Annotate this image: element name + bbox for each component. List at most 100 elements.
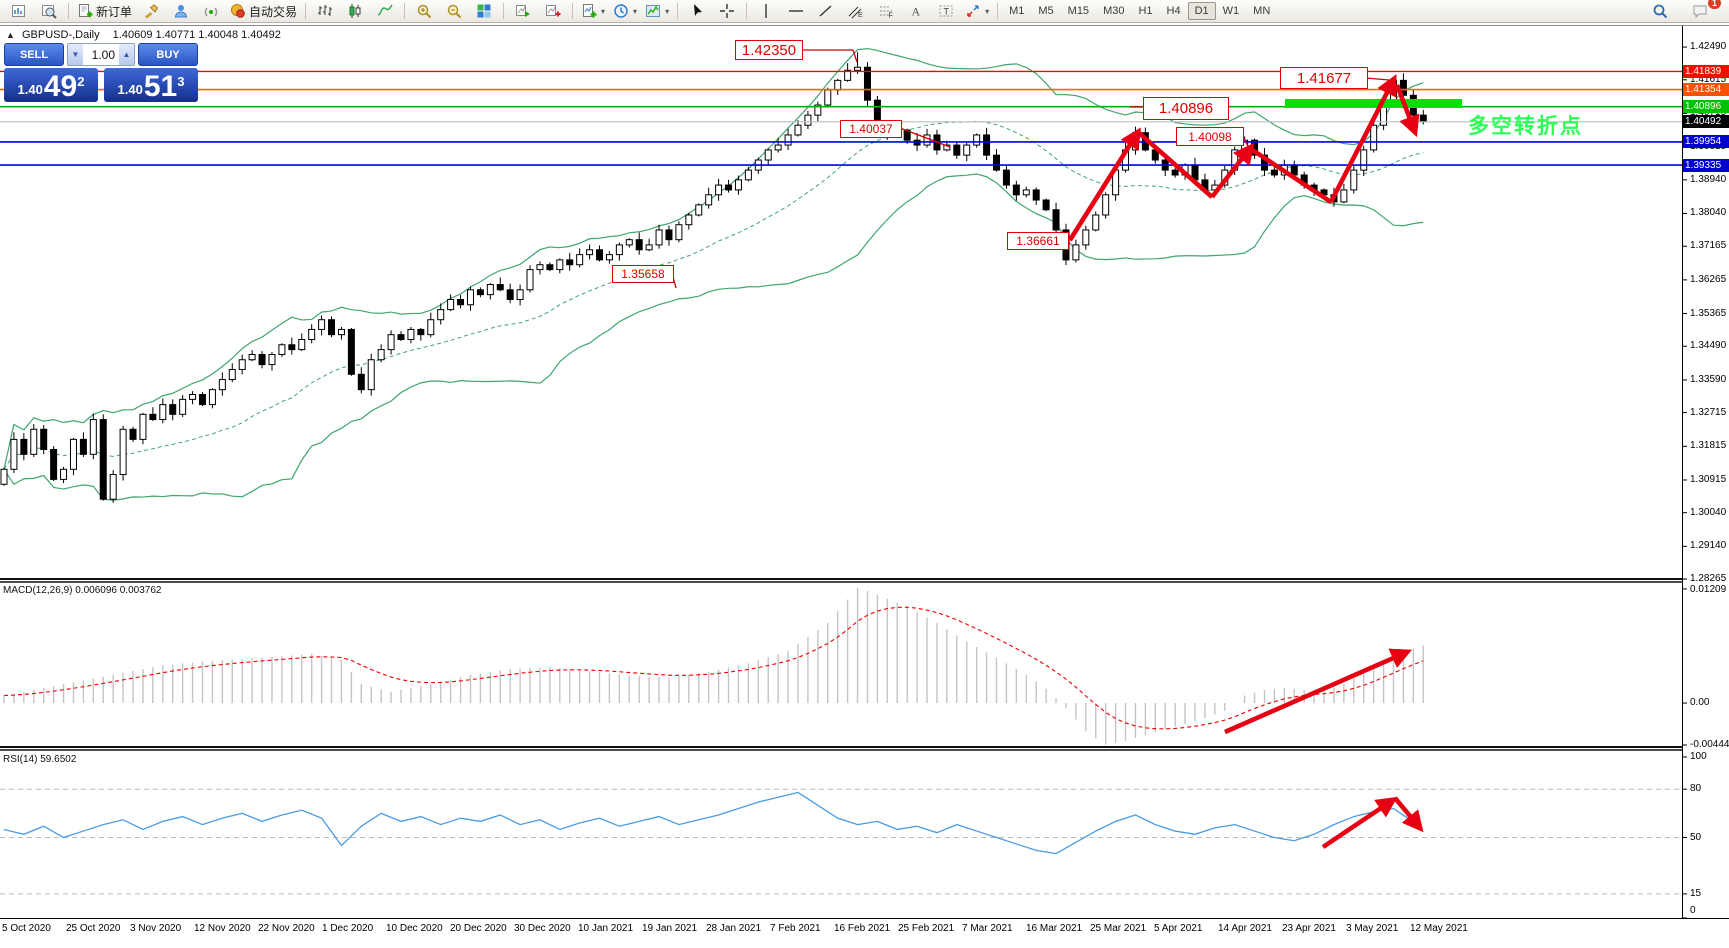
templates-button[interactable]: ▾ [641,0,673,22]
timeframe-h4[interactable]: H4 [1166,5,1181,17]
buy-button[interactable]: BUY [138,43,198,66]
trendline-tool-button[interactable] [811,0,841,22]
zoom-in-icon [416,3,432,19]
rsi-pane[interactable] [0,754,1682,918]
horizontal-line-tool-button[interactable] [781,0,811,22]
macd-tick-label: -0.004446 [1690,739,1729,751]
price-callout-1.36661[interactable]: 1.36661 [1007,232,1069,250]
date-tick-label: 10 Jan 2021 [578,923,634,934]
tile-windows-button[interactable] [469,0,499,22]
toolbar-separator [572,3,574,19]
new-order-button[interactable]: 新订单 [73,0,136,22]
panel-splitter-macd[interactable] [0,578,1682,585]
chevron-down-icon[interactable]: ▾ [665,6,670,16]
date-tick-label: 12 Nov 2020 [194,923,251,934]
price-tick-label: 1.37165 [1690,240,1727,252]
zoom-out-button[interactable] [439,0,469,22]
timeframe-m30[interactable]: M30 [1103,5,1125,17]
chart-shift-button[interactable] [538,0,568,22]
autotrading-button[interactable]: 自动交易 [226,0,301,22]
text-tool-button[interactable]: A [901,0,931,22]
rsi-tick-label: 15 [1690,887,1702,899]
date-tick-label: 14 Apr 2021 [1218,923,1272,934]
chart-window-button[interactable] [34,0,64,22]
equidistant-channel-tool-button[interactable]: E [841,0,871,22]
line-type-icon [377,3,393,19]
price-tick-label: 1.30915 [1690,473,1727,485]
chart-ohlc-label: 1.40609 1.40771 1.40048 1.40492 [112,29,281,41]
zoom-out-icon [446,3,462,19]
arrows-tool-button[interactable]: ▾ [961,0,993,22]
crosshair-tool-button[interactable] [712,0,742,22]
macd-tick-label: 0.00 [1690,697,1710,709]
navigator-button[interactable] [166,0,196,22]
chart-area[interactable] [0,26,1682,579]
volume-down-button[interactable]: ▼ [68,44,83,65]
panel-splitter-rsi[interactable] [0,747,1682,754]
hline-icon [788,3,804,19]
rsi-tick-label: 100 [1690,751,1707,762]
toolbar-separator [677,3,679,19]
market-watch-button[interactable] [136,0,166,22]
sell-price-tile[interactable]: 1.40 49 2 [4,68,98,102]
cursor-tool-button[interactable] [682,0,712,22]
chevron-down-icon[interactable]: ▾ [985,6,990,16]
toolbar-separator [746,3,748,19]
timeframe-m5[interactable]: M5 [1038,5,1054,17]
tile-icon [476,3,492,19]
price-callout-1.42350[interactable]: 1.42350 [735,40,803,60]
label-tool-button[interactable]: T [931,0,961,22]
navigator-icon [173,3,189,19]
timeframe-h1[interactable]: H1 [1138,5,1153,17]
turning-point-annotation[interactable]: 多空转折点 [1468,114,1583,138]
macd-pane[interactable] [0,585,1682,747]
date-tick-label: 25 Oct 2020 [66,923,121,934]
chat-icon [1692,3,1708,19]
periods-button[interactable]: ▾ [609,0,641,22]
bar-chart-button[interactable] [310,0,340,22]
timeframe-m15[interactable]: M15 [1067,5,1090,17]
timeframe-d1[interactable]: D1 [1187,2,1216,20]
price-tick-label: 1.28265 [1690,573,1727,585]
collapse-objects-icon[interactable]: ▲ [6,30,15,40]
price-callout-1.40037[interactable]: 1.40037 [840,120,902,138]
search-button[interactable] [1645,0,1675,22]
macd-tick-label: 0.01209 [1690,584,1727,595]
volume-up-button[interactable]: ▲ [119,44,134,65]
profile-charts-button[interactable] [4,0,34,22]
notifications-button[interactable]: 1 [1685,0,1721,22]
price-tick-label: 1.33590 [1690,373,1727,385]
sell-button[interactable]: SELL [4,43,64,66]
fibonacci-tool-button[interactable]: F [871,0,901,22]
price-callout-1.41677[interactable]: 1.41677 [1280,67,1368,89]
date-tick-label: 16 Feb 2021 [834,923,891,934]
template-icon [645,3,661,19]
notification-badge: 1 [1707,0,1721,9]
one-click-trading-panel: SELL ▼ ▲ BUY 1.40 49 2 1.40 51 3 [4,43,198,102]
vertical-line-tool-button[interactable] [751,0,781,22]
chevron-down-icon[interactable]: ▾ [601,6,606,16]
auto-scroll-button[interactable] [508,0,538,22]
timeframe-w1[interactable]: W1 [1222,5,1240,17]
indicators-button[interactable]: ▾ [577,0,609,22]
volume-input[interactable] [83,44,119,65]
rsi-tick-label: 50 [1690,831,1702,843]
buy-price-tile[interactable]: 1.40 51 3 [104,68,198,102]
date-tick-label: 23 Apr 2021 [1282,923,1336,934]
line-chart-button[interactable] [370,0,400,22]
zoom-in-button[interactable] [409,0,439,22]
svg-text:T: T [944,7,950,17]
price-callout-1.35658[interactable]: 1.35658 [612,265,674,283]
new-order-icon [77,3,93,19]
timeframe-mn[interactable]: MN [1253,5,1271,17]
price-callout-1.40098[interactable]: 1.40098 [1176,127,1244,146]
date-tick-label: 25 Feb 2021 [898,923,955,934]
price-badge-1.40492: 1.40492 [1683,115,1729,129]
signals-button[interactable] [196,0,226,22]
chevron-down-icon[interactable]: ▾ [633,6,638,16]
price-callout-1.40896[interactable]: 1.40896 [1143,97,1229,120]
candlestick-chart-button[interactable] [340,0,370,22]
timeframe-m1[interactable]: M1 [1009,5,1025,17]
chart-symbol-label: GBPUSD-,Daily [21,29,100,41]
label-t-icon: T [938,3,954,19]
